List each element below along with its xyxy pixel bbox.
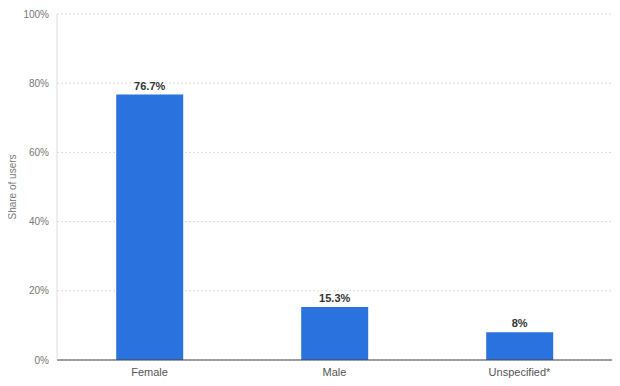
svg-text:Female: Female xyxy=(131,366,168,378)
svg-text:Male: Male xyxy=(323,366,347,378)
svg-text:8%: 8% xyxy=(512,317,528,329)
svg-text:60%: 60% xyxy=(29,147,49,158)
svg-text:Share of users: Share of users xyxy=(8,154,18,219)
svg-text:80%: 80% xyxy=(29,78,49,89)
svg-text:0%: 0% xyxy=(35,355,50,366)
svg-text:20%: 20% xyxy=(29,285,49,296)
svg-text:15.3%: 15.3% xyxy=(319,292,350,304)
svg-text:40%: 40% xyxy=(29,216,49,227)
svg-text:100%: 100% xyxy=(23,9,49,20)
svg-text:76.7%: 76.7% xyxy=(134,80,165,92)
svg-text:Unspecified*: Unspecified* xyxy=(489,366,551,378)
